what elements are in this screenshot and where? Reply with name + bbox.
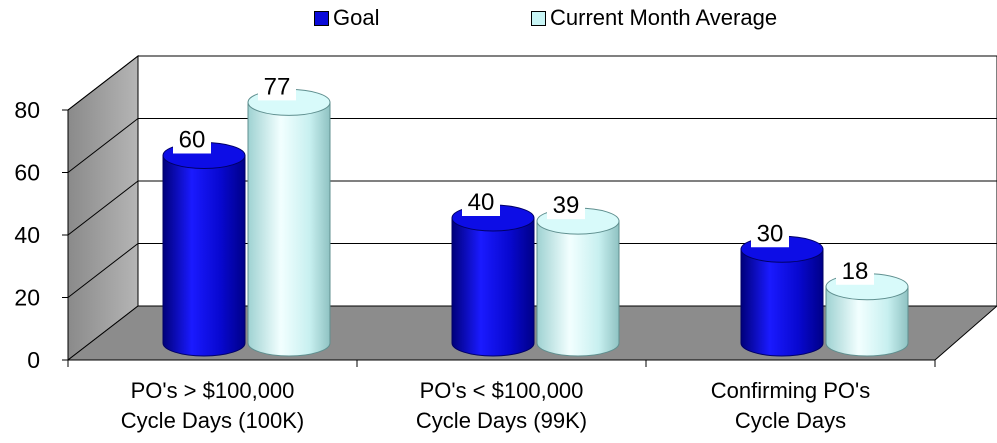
y-axis: 0 20 40 60 80: [14, 97, 69, 373]
data-label-box: [836, 254, 874, 285]
legend: Goal Current Month Average: [0, 5, 997, 35]
y-tick-label: 0: [27, 347, 40, 373]
bar-goal: [451, 204, 535, 357]
y-tick-label: 80: [14, 97, 40, 123]
legend-item-goal: Goal: [314, 5, 379, 31]
x-axis: PO's > $100,000 Cycle Days (100K) PO's < $…: [67, 360, 936, 433]
bar-body: [451, 217, 535, 357]
data-label-box: [751, 217, 789, 248]
y-tick-label: 20: [14, 285, 40, 311]
bar-goal: [740, 235, 824, 357]
gridline-side: [67, 243, 139, 298]
bar-goal: [162, 142, 246, 357]
bar-body: [162, 155, 246, 357]
x-category-label: PO's > $100,000: [131, 378, 295, 403]
legend-label-goal: Goal: [333, 5, 380, 30]
legend-swatch-current-month-average: [531, 10, 546, 26]
data-label: 40: [468, 189, 495, 216]
bar-body: [740, 248, 824, 357]
bar-body: [536, 220, 620, 357]
x-category-label: Cycle Days (100K): [121, 408, 304, 433]
legend-item-current-month-average: Current Month Average: [531, 5, 777, 31]
data-label-box: [547, 189, 585, 220]
data-label: 30: [757, 220, 784, 247]
y-tick-label: 60: [14, 160, 40, 186]
x-category-label: PO's < $100,000: [420, 378, 584, 403]
legend-label-current-month-average: Current Month Average: [550, 5, 778, 30]
bars: 60 77 40 39 30 18: [162, 70, 909, 357]
gridline-side: [67, 118, 139, 173]
gridline-side: [67, 180, 139, 236]
gridline-side: [67, 55, 139, 111]
data-label-box: [173, 123, 211, 154]
data-label: 77: [264, 73, 291, 100]
x-category-label: Cycle Days (99K): [416, 408, 587, 433]
data-label-box: [462, 186, 500, 216]
bar-body: [247, 101, 331, 357]
bar-current-month-average: [247, 88, 331, 357]
bar-current-month-average: [825, 273, 909, 357]
legend-swatch-goal: [314, 10, 329, 26]
data-label: 60: [179, 127, 206, 154]
bar-body: [825, 286, 909, 357]
x-category-label: Cycle Days: [735, 408, 846, 433]
bar-current-month-average: [536, 207, 620, 357]
x-category-label: Confirming PO's: [711, 378, 870, 403]
data-label: 18: [842, 258, 869, 285]
data-label: 39: [553, 192, 580, 219]
data-label-box: [258, 70, 296, 101]
y-tick-label: 40: [14, 222, 40, 248]
